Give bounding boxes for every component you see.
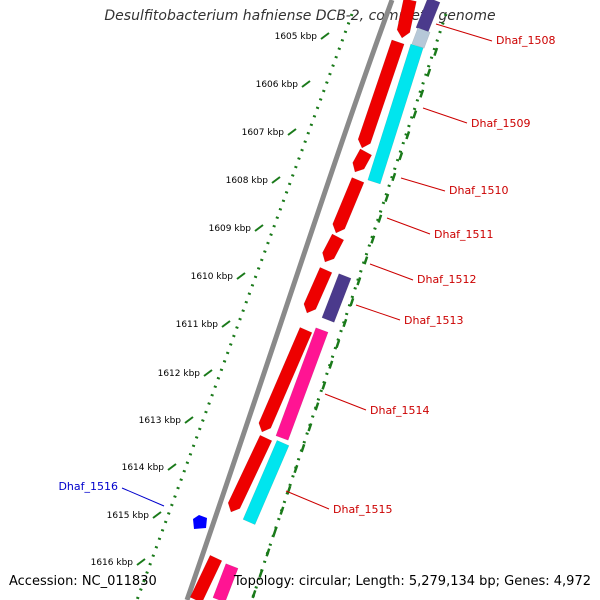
gene-cyan-lower[interactable] [242, 440, 290, 525]
gene-dhaf-1513[interactable] [303, 267, 333, 314]
map-title: Desulfitobacterium hafniense DCB-2, comp… [104, 8, 496, 24]
gc-dotted-line-inner [250, 13, 448, 600]
tick-mark [236, 272, 246, 280]
gene-leader-line [435, 23, 493, 42]
tick-label: 1616 kbp [91, 558, 134, 568]
gene-dhaf-1512[interactable] [322, 233, 345, 263]
gene-leader-line [285, 490, 330, 510]
tick-label: 1609 kbp [209, 224, 252, 234]
gene-label[interactable]: Dhaf_1515 [333, 503, 393, 516]
gene-dhaf-1510[interactable] [352, 148, 373, 173]
gene-label[interactable]: Dhaf_1513 [404, 314, 464, 327]
highlight-gene-label[interactable]: Dhaf_1516 [58, 480, 118, 493]
gene-label[interactable]: Dhaf_1514 [370, 404, 430, 417]
gene-purple-mid[interactable] [321, 273, 352, 323]
tick-mark [271, 176, 281, 184]
gene-purple-top[interactable] [415, 0, 441, 33]
gene-dhaf-1516-marker[interactable] [193, 515, 207, 529]
gene-label[interactable]: Dhaf_1509 [471, 117, 531, 130]
genome-summary-text: Topology: circular; Length: 5,279,134 bp… [233, 574, 591, 589]
tick-label: 1610 kbp [191, 272, 234, 282]
highlight-leader-line [121, 487, 165, 507]
gene-dhaf-1514[interactable] [258, 327, 313, 433]
tick-mark [301, 80, 311, 88]
gene-label[interactable]: Dhaf_1512 [417, 273, 477, 286]
gene-leader-line [386, 217, 431, 235]
tick-group: 1605 kbp 1606 kbp 1607 kbp 1608 kbp 1609 kbp… [91, 32, 330, 568]
tick-label: 1613 kbp [139, 416, 182, 426]
gene-pink-bottom[interactable] [212, 563, 239, 600]
tick-mark [184, 416, 194, 424]
gene-leader-line [324, 393, 367, 411]
gene-leader-line [369, 263, 414, 281]
tick-mark [136, 558, 146, 566]
tick-label: 1615 kbp [107, 511, 150, 521]
tick-label: 1607 kbp [242, 128, 285, 138]
gene-group [189, 0, 441, 600]
gc-skew-dashes [250, 47, 439, 600]
gene-leader-line [422, 107, 468, 124]
gene-label[interactable]: Dhaf_1511 [434, 228, 494, 241]
genome-backbone [184, 0, 395, 600]
tick-label: 1605 kbp [275, 32, 318, 42]
accession-text: Accession: NC_011830 [9, 574, 157, 589]
gc-dotted-line-outer [135, 13, 354, 600]
gene-label-group: Dhaf_1508 Dhaf_1509 Dhaf_1510 Dhaf_1511 Dhaf… [58, 23, 556, 516]
gene-dhaf-1508[interactable] [396, 0, 417, 39]
tick-mark [254, 224, 264, 232]
gene-dhaf-1511[interactable] [332, 177, 365, 234]
tick-label: 1612 kbp [158, 369, 201, 379]
tick-mark [167, 463, 177, 471]
gene-leader-line [355, 304, 401, 321]
tick-mark [320, 32, 330, 40]
gene-light-top[interactable] [411, 27, 431, 49]
tick-mark [287, 128, 297, 136]
gene-pink-mid[interactable] [275, 327, 329, 441]
tick-label: 1606 kbp [256, 80, 299, 90]
tick-mark [221, 320, 231, 328]
gene-dhaf-1509[interactable] [357, 39, 405, 149]
gene-leader-line [400, 177, 446, 192]
gene-label[interactable]: Dhaf_1510 [449, 184, 509, 197]
tick-mark [152, 511, 162, 519]
tick-label: 1611 kbp [176, 320, 219, 330]
gene-label[interactable]: Dhaf_1508 [496, 34, 556, 47]
gene-dhaf-1517[interactable] [189, 554, 223, 600]
tick-label: 1614 kbp [122, 463, 165, 473]
gene-dhaf-1515[interactable] [227, 434, 273, 513]
gene-cyan-upper[interactable] [367, 43, 424, 185]
tick-label: 1608 kbp [226, 176, 269, 186]
tick-mark [203, 369, 213, 377]
